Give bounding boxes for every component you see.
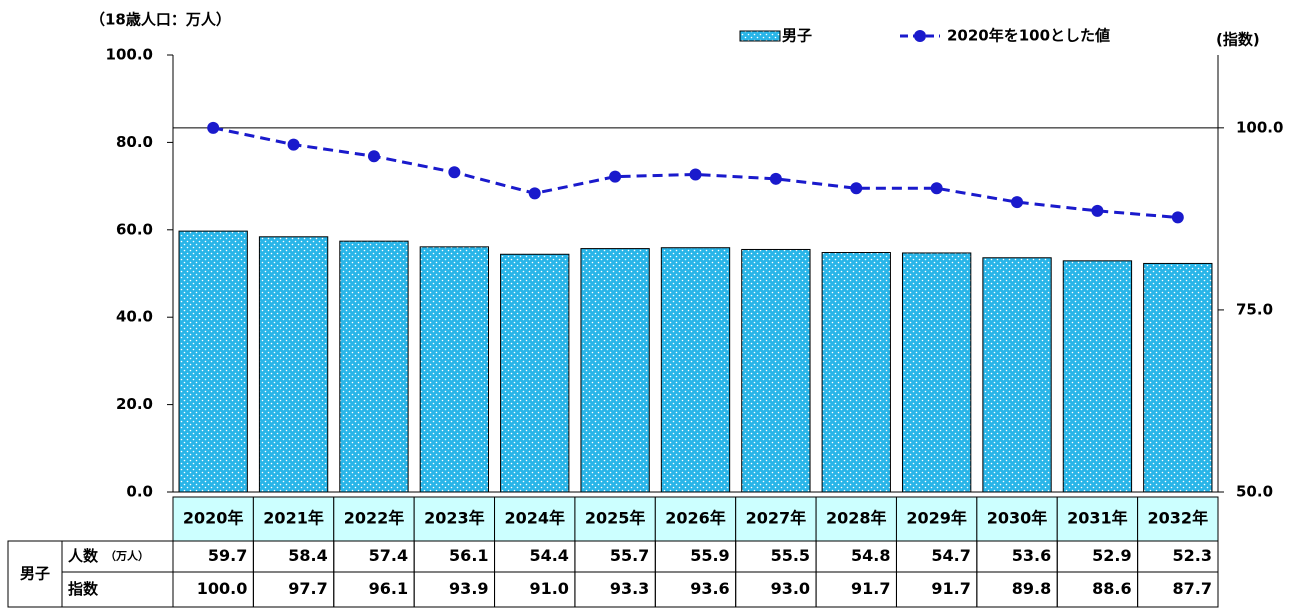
bar	[821, 252, 891, 493]
table-value: 89.8	[1012, 579, 1051, 598]
line-marker	[287, 138, 300, 151]
line-marker	[609, 170, 622, 183]
category-cell	[1137, 496, 1219, 542]
legend-swatch	[739, 30, 781, 42]
table-value: 97.7	[288, 579, 327, 598]
bar	[258, 236, 329, 493]
y-tick-label: 20.0	[116, 395, 153, 413]
x-tick-label: 2022年	[344, 509, 405, 528]
category-cell	[895, 496, 978, 542]
y-tick-label: 60.0	[116, 220, 153, 238]
table-row-unit: （万人）	[105, 549, 149, 563]
table-value: 91.7	[851, 579, 890, 598]
table-value: 54.8	[851, 546, 890, 565]
x-tick-label: 2027年	[746, 509, 807, 528]
table-value: 54.4	[529, 546, 568, 565]
table-value: 52.9	[1092, 546, 1131, 565]
bar	[580, 248, 650, 493]
x-tick-label: 2023年	[424, 509, 485, 528]
table-value: 58.4	[288, 546, 327, 565]
bar	[901, 252, 972, 493]
table-value: 91.7	[931, 579, 970, 598]
line-marker	[1171, 211, 1184, 224]
table-value: 53.6	[1012, 546, 1051, 565]
line-marker	[769, 172, 782, 185]
legend-marker	[914, 30, 926, 42]
table-value: 91.0	[529, 579, 568, 598]
bar	[419, 246, 490, 493]
x-tick-label: 2031年	[1067, 509, 1128, 528]
line-marker	[207, 121, 220, 134]
bar	[982, 257, 1052, 493]
line-marker	[1011, 196, 1024, 209]
table-value: 93.0	[771, 579, 810, 598]
y-tick-label: 100.0	[106, 46, 153, 64]
y2-tick-label: 50.0	[1236, 483, 1273, 501]
table-row-label: 人数	[68, 547, 99, 565]
line-marker	[850, 182, 863, 195]
x-tick-label: 2020年	[183, 509, 244, 528]
bar	[1143, 262, 1213, 493]
bar	[741, 248, 811, 493]
category-cell	[252, 496, 335, 542]
y-tick-label: 0.0	[126, 483, 153, 501]
line-marker	[448, 166, 461, 179]
table-value: 57.4	[369, 546, 408, 565]
y2-tick-label: 100.0	[1236, 118, 1283, 136]
x-tick-label: 2021年	[263, 509, 324, 528]
category-cell	[333, 496, 415, 542]
table-value: 88.6	[1092, 579, 1131, 598]
category-cell	[735, 496, 817, 542]
x-tick-label: 2025年	[585, 509, 646, 528]
line-marker	[689, 168, 702, 181]
line-marker	[528, 187, 541, 200]
bar	[339, 240, 409, 493]
y-tick-label: 40.0	[116, 308, 153, 326]
x-tick-label: 2028年	[826, 509, 887, 528]
bar	[660, 247, 731, 493]
legend-label: 2020年を100とした値	[947, 27, 1110, 45]
legend-label: 男子	[782, 27, 812, 45]
table-value: 100.0	[197, 579, 248, 598]
table-cell	[1137, 571, 1219, 608]
table-value: 87.7	[1173, 579, 1212, 598]
table-value: 93.6	[690, 579, 729, 598]
x-tick-label: 2026年	[665, 509, 726, 528]
line-marker	[367, 150, 380, 163]
category-cell	[654, 496, 737, 542]
x-tick-label: 2032年	[1148, 509, 1209, 528]
table-value: 55.9	[690, 546, 729, 565]
x-tick-label: 2029年	[906, 509, 967, 528]
category-cell	[172, 496, 254, 542]
bar	[1062, 260, 1133, 493]
table-group: 男子	[20, 565, 50, 583]
table-value: 54.7	[931, 546, 970, 565]
table-value: 93.3	[610, 579, 649, 598]
table-value: 55.7	[610, 546, 649, 565]
table-value: 96.1	[369, 579, 408, 598]
line-marker	[930, 182, 943, 195]
category-cell	[574, 496, 656, 542]
y2-tick-label: 75.0	[1236, 300, 1273, 318]
table-row-head	[61, 571, 174, 608]
line-marker	[1091, 204, 1104, 217]
y-axis-title: （18歳人口：万人）	[90, 11, 231, 29]
bar	[178, 230, 248, 493]
table-value: 56.1	[449, 546, 488, 565]
y2-axis-title: (指数)	[1216, 31, 1260, 49]
x-tick-label: 2024年	[504, 509, 565, 528]
table-value: 93.9	[449, 579, 488, 598]
y-tick-label: 80.0	[116, 133, 153, 151]
table-value: 52.3	[1173, 546, 1212, 565]
table-row-label: 指数	[68, 580, 99, 598]
table-value: 59.7	[208, 546, 247, 565]
category-cell	[976, 496, 1058, 542]
table-value: 55.5	[771, 546, 810, 565]
x-tick-label: 2030年	[987, 509, 1048, 528]
bar	[500, 253, 570, 493]
